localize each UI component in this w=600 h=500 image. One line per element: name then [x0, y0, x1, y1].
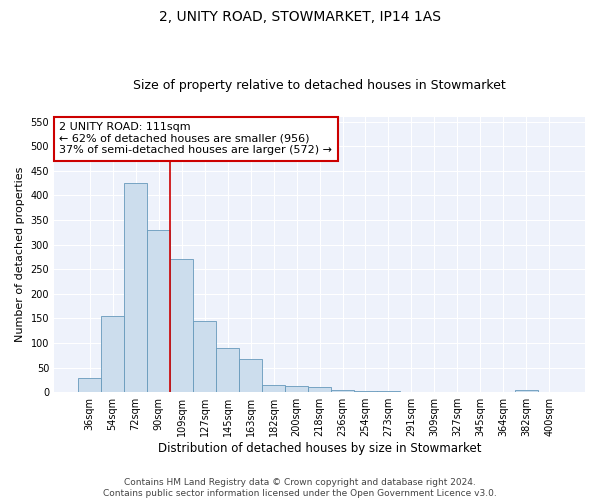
Bar: [285, 386, 308, 392]
Bar: [239, 359, 262, 392]
Bar: [377, 391, 400, 392]
Bar: [101, 316, 124, 392]
Text: Contains HM Land Registry data © Crown copyright and database right 2024.
Contai: Contains HM Land Registry data © Crown c…: [103, 478, 497, 498]
Bar: [216, 348, 239, 392]
Bar: [354, 391, 377, 392]
Bar: [308, 388, 331, 392]
Y-axis label: Number of detached properties: Number of detached properties: [15, 167, 25, 342]
Title: Size of property relative to detached houses in Stowmarket: Size of property relative to detached ho…: [133, 79, 506, 92]
Bar: [262, 385, 285, 392]
Text: 2, UNITY ROAD, STOWMARKET, IP14 1AS: 2, UNITY ROAD, STOWMARKET, IP14 1AS: [159, 10, 441, 24]
Bar: [331, 390, 354, 392]
Bar: [78, 378, 101, 392]
Text: 2 UNITY ROAD: 111sqm
← 62% of detached houses are smaller (956)
37% of semi-deta: 2 UNITY ROAD: 111sqm ← 62% of detached h…: [59, 122, 332, 156]
Bar: [193, 321, 216, 392]
X-axis label: Distribution of detached houses by size in Stowmarket: Distribution of detached houses by size …: [158, 442, 481, 455]
Bar: [515, 390, 538, 392]
Bar: [170, 260, 193, 392]
Bar: [124, 183, 147, 392]
Bar: [147, 230, 170, 392]
